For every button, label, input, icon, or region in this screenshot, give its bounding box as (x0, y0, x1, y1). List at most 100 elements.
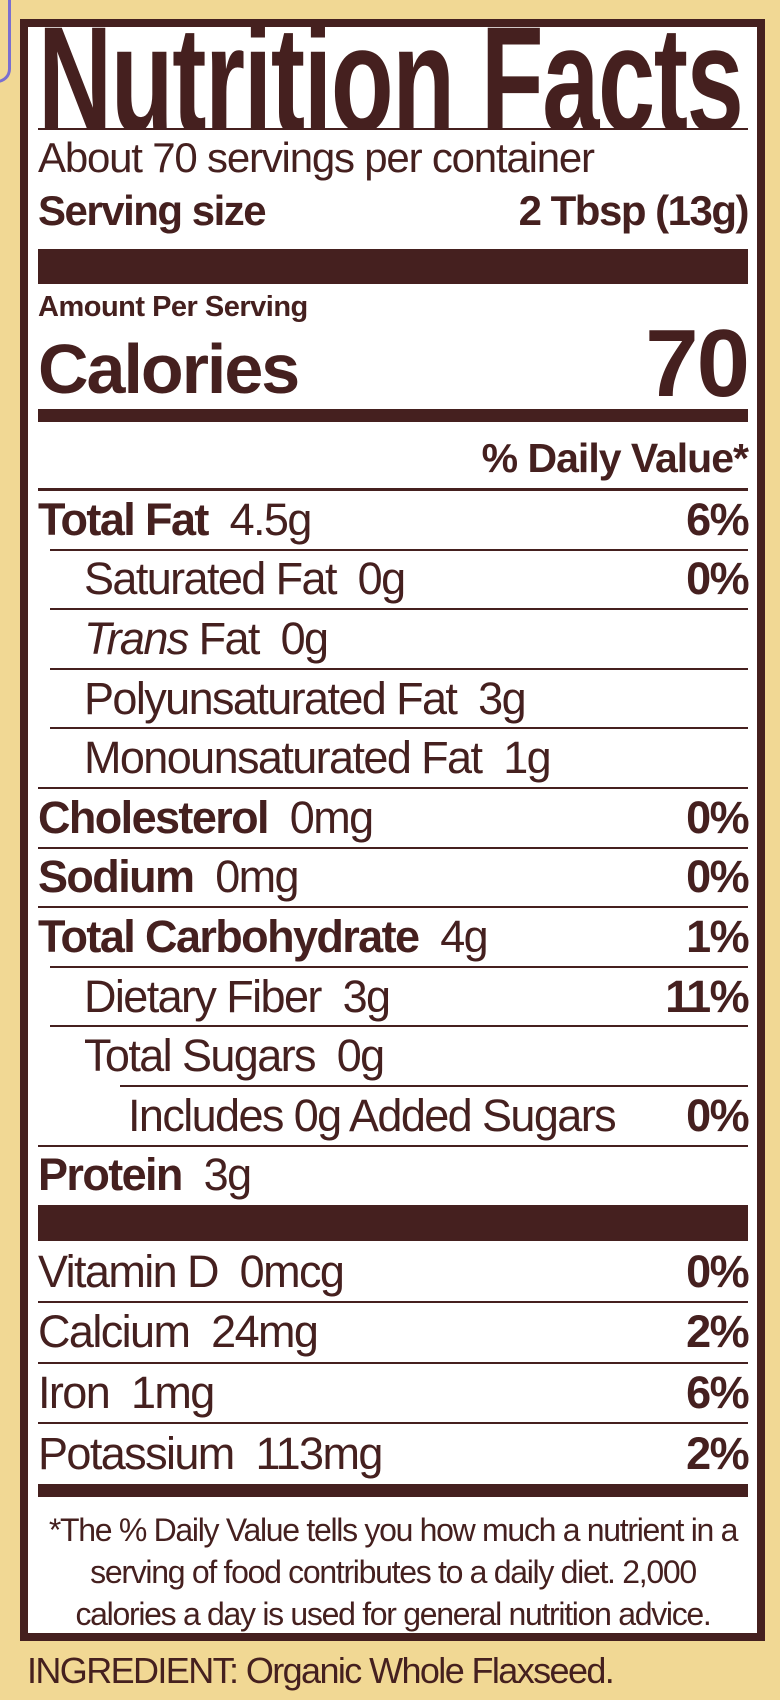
daily-value-header: % Daily Value* (38, 422, 749, 490)
serving-size-value: 2 Tbsp (13g) (518, 187, 750, 234)
row-divider (38, 489, 748, 491)
nutrient-amount: 0g (336, 1030, 385, 1082)
vitamin-row: Vitamin D 0mcg 0% (38, 1241, 750, 1302)
nutrition-facts-label: Nutrition Facts About 70 servings per co… (20, 19, 765, 1641)
medium-divider (38, 409, 748, 422)
nutrient-amount: 3g (203, 1149, 252, 1201)
nutrient-amount: 3g (478, 672, 526, 724)
nutrient-name: Protein 3g (38, 1149, 252, 1201)
row-divider (38, 1422, 748, 1425)
vitamin-name: Iron (38, 1367, 111, 1418)
vitamin-name-group: Calcium 24mg (38, 1306, 319, 1358)
nutrient-amount: 3g (342, 970, 391, 1022)
nutrient-name: Monounsaturated Fat 1g (38, 732, 552, 784)
nutrient-name-text: Includes 0g Added Sugars (128, 1089, 617, 1141)
nutrient-amount: 0mg (289, 791, 374, 843)
nutrient-name: Sodium 0mg (38, 851, 300, 903)
nutrient-name-text: Monounsaturated Fat (84, 732, 483, 784)
vitamin-name-group: Vitamin D 0mcg (38, 1245, 345, 1298)
vitamin-name-group: Potassium 113mg (38, 1427, 383, 1480)
vitamin-row: Calcium 24mg 2% (38, 1300, 750, 1363)
row-divider (50, 667, 748, 670)
row-divider (38, 1361, 748, 1364)
daily-value-footnote: *The % Daily Value tells you how much a … (48, 1512, 739, 1633)
row-divider (38, 1144, 748, 1147)
vitamin-list: Vitamin D 0mcg 0% Calcium 24mg 2% Iron 1mg 6%… (38, 1241, 750, 1484)
nutrient-list: Total Fat 4.5g 6% Saturated Fat 0g 0% Trans … (38, 489, 750, 1206)
row-divider (38, 846, 748, 849)
nutrient-amount: 1g (503, 732, 551, 784)
nutrient-row: Dietary Fiber 3g 11% (38, 965, 750, 1027)
nutrient-row: Trans Fat 0g (38, 608, 748, 669)
nutrient-name: Total Carbohydrate 4g (38, 910, 489, 963)
nutrient-row: Saturated Fat 0g 0% (38, 548, 750, 610)
nutrient-name-text: Total Fat (38, 493, 209, 545)
vitamin-name: Potassium (38, 1427, 235, 1479)
row-divider (38, 906, 748, 909)
nutrient-daily-value: 11% (665, 970, 749, 1022)
vitamin-amount: 1mg (130, 1367, 215, 1418)
nutrient-name: Includes 0g Added Sugars (38, 1089, 617, 1142)
nutrient-amount: 0g (280, 612, 329, 664)
vitamin-name-group: Iron 1mg (38, 1367, 215, 1419)
vitamin-daily-value: 6% (686, 1367, 749, 1418)
row-divider (50, 548, 748, 551)
label-title-row: Nutrition Facts (38, 27, 748, 130)
nutrient-row: Monounsaturated Fat 1g (38, 727, 748, 788)
nutrient-name-text: Polyunsaturated Fat (84, 672, 458, 724)
calories-value: 70 (645, 310, 750, 417)
nutrient-row: Polyunsaturated Fat 3g (38, 667, 748, 729)
nutrient-name-text: Protein (38, 1149, 183, 1201)
row-divider (50, 727, 748, 730)
amount-per-serving: Amount Per Serving (38, 291, 308, 323)
row-divider (38, 1300, 748, 1303)
thick-divider (38, 1205, 748, 1242)
vitamin-row: Potassium 113mg 2% (38, 1422, 750, 1484)
vitamin-name: Vitamin D (38, 1245, 219, 1297)
nutrient-name: Total Fat 4.5g (38, 493, 313, 546)
vitamin-amount: 24mg (211, 1306, 319, 1358)
nutrient-daily-value: 0% (686, 851, 749, 903)
nutrient-row: Total Fat 4.5g 6% (38, 489, 750, 550)
nutrient-name-text: Total Sugars (84, 1030, 317, 1082)
nutrient-daily-value: 0% (686, 553, 749, 605)
medium-divider (38, 1484, 748, 1498)
nutrient-row: Total Carbohydrate 4g 1% (38, 906, 750, 967)
nutrient-row: Protein 3g (38, 1144, 748, 1206)
nutrient-amount: 0mg (215, 851, 299, 903)
label-title: Nutrition Facts (38, 27, 744, 130)
calories-label: Calories (38, 330, 300, 408)
vitamin-row: Iron 1mg 6% (38, 1361, 750, 1424)
thick-divider (38, 249, 748, 284)
vitamin-daily-value: 2% (686, 1427, 749, 1479)
decorative-corner-stroke (0, 0, 11, 83)
vitamin-amount: 0mcg (239, 1245, 345, 1297)
row-divider (50, 608, 748, 611)
nutrient-amount: 4g (440, 910, 488, 962)
vitamin-daily-value: 0% (686, 1245, 749, 1297)
servings-per-container: About 70 servings per container (38, 134, 595, 181)
nutrient-name: Total Sugars 0g (38, 1030, 385, 1082)
nutrient-amount: 0g (357, 553, 406, 605)
nutrient-name: Cholesterol 0mg (38, 791, 374, 844)
nutrient-name-text: Fat (198, 612, 261, 664)
nutrient-daily-value: 0% (686, 1089, 749, 1141)
nutrient-daily-value: 1% (686, 910, 749, 962)
nutrient-name-text: Saturated Fat (84, 553, 337, 605)
nutrient-daily-value: 0% (686, 791, 749, 843)
row-divider (38, 786, 748, 789)
serving-size-label: Serving size (38, 187, 267, 234)
nutrient-name: Trans Fat 0g (38, 612, 329, 665)
calories-row: Calories 70 (38, 316, 750, 412)
nutrient-name-text: Dietary Fiber (84, 970, 322, 1022)
row-divider (120, 1084, 748, 1087)
nutrient-amount: 4.5g (229, 493, 313, 545)
nutrient-name-text: Total Carbohydrate (38, 910, 420, 962)
nutrient-row: Sodium 0mg 0% (38, 846, 750, 908)
vitamin-name: Calcium (38, 1306, 191, 1358)
ingredients-statement: INGREDIENT: Organic Whole Flaxseed. (27, 1650, 615, 1691)
nutrient-name-italic: Trans (84, 612, 189, 664)
vitamin-daily-value: 2% (686, 1306, 749, 1358)
nutrient-row: Total Sugars 0g (38, 1025, 748, 1086)
nutrient-row: Cholesterol 0mg 0% (38, 786, 750, 848)
